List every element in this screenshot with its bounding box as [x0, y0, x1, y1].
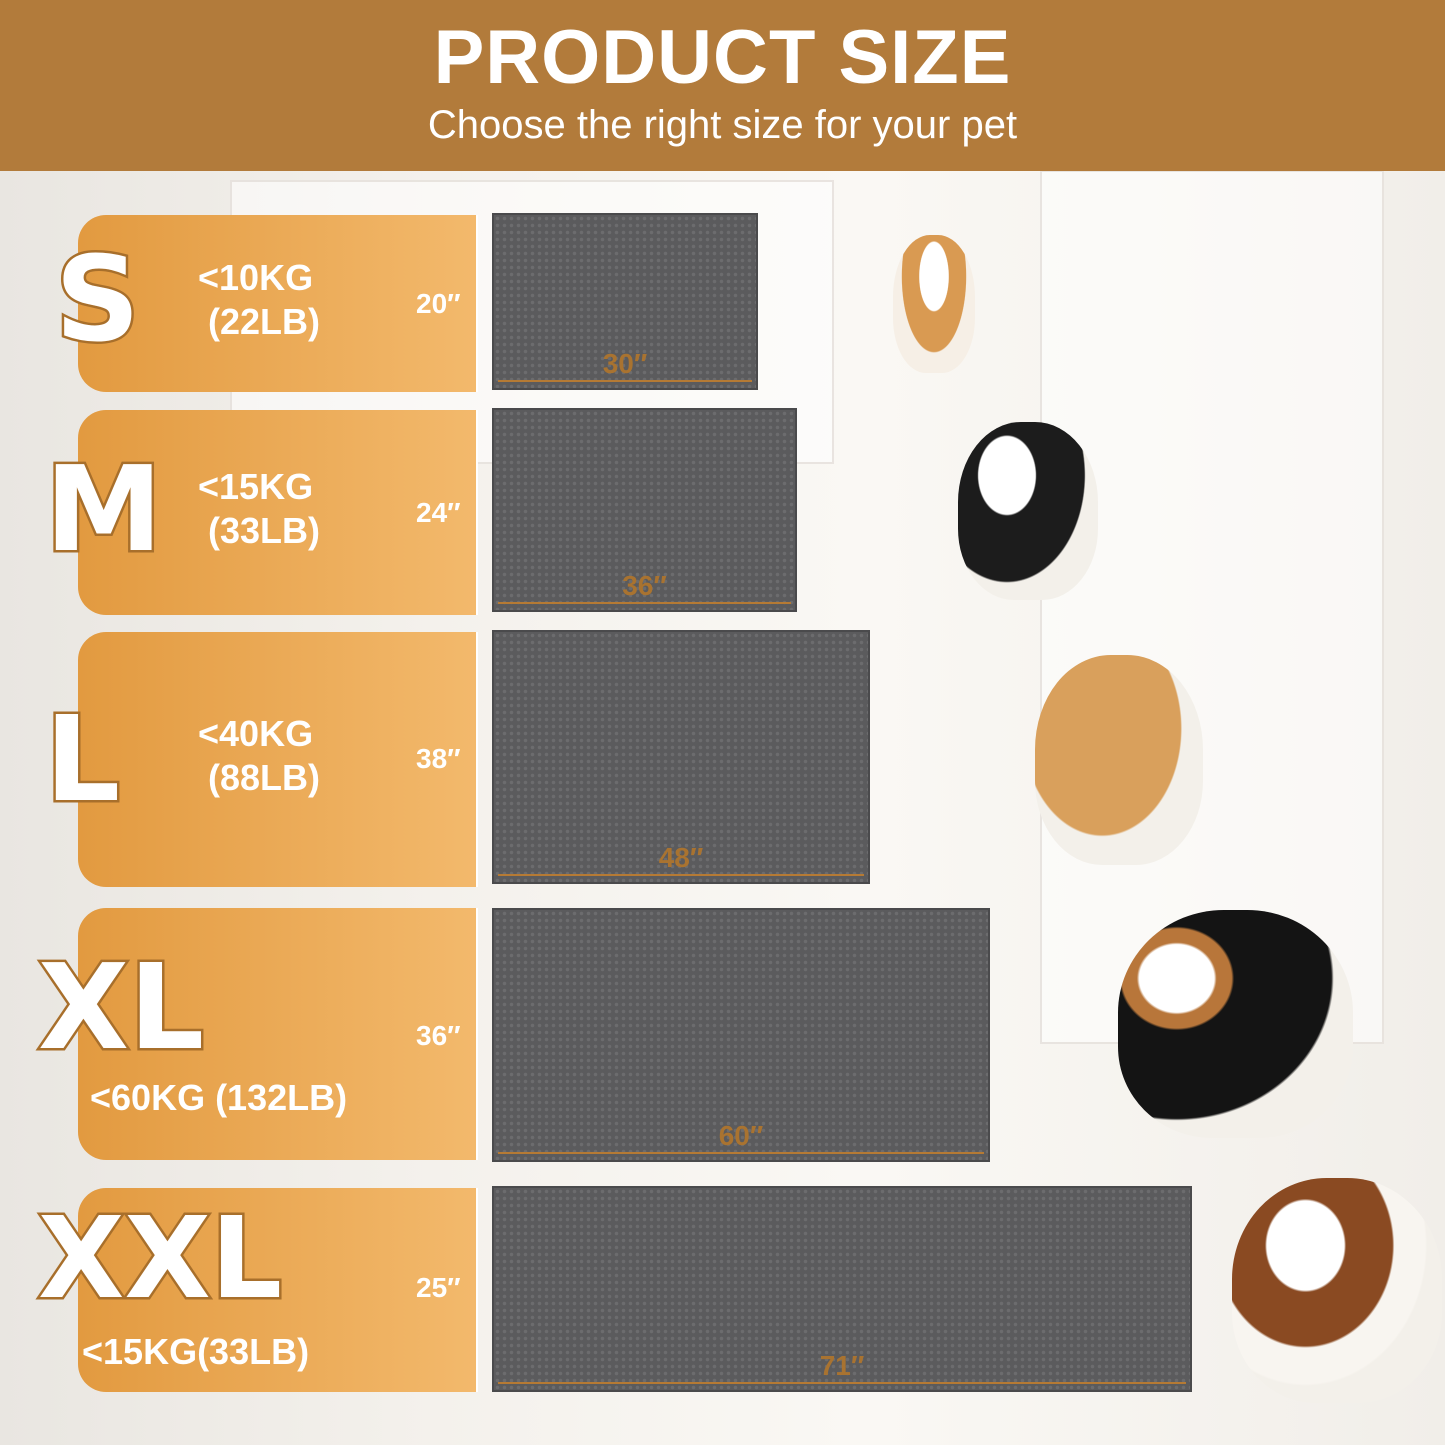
size-letter: XXL — [35, 1194, 284, 1324]
weight-label: <10KG (22LB) — [198, 257, 321, 342]
width-arrow — [498, 602, 791, 604]
dog-image-saint-bernard — [1232, 1178, 1442, 1403]
width-dimension: 71″ — [819, 1350, 865, 1381]
dog-image-border-collie — [958, 422, 1098, 600]
size-panel-m — [78, 410, 476, 615]
width-dimension: 36″ — [622, 570, 667, 601]
dog-image-golden-retriever — [1035, 655, 1203, 865]
mat-m: 36″ — [492, 408, 797, 612]
weight-label: <40KG (88LB) — [198, 713, 321, 798]
height-dimension: 25″ — [416, 1272, 461, 1303]
mat-l: 48″ — [492, 630, 870, 884]
size-letter: S — [53, 230, 143, 368]
height-arrow — [476, 1188, 478, 1392]
size-panel-l — [78, 632, 476, 887]
height-dimension: 38″ — [416, 743, 461, 774]
size-panel-xxl — [78, 1188, 476, 1392]
size-letter: M — [42, 440, 164, 578]
size-letter: XL — [35, 938, 206, 1076]
size-panel-xl — [78, 908, 476, 1160]
size-panel-s — [78, 215, 476, 392]
width-arrow — [498, 874, 864, 876]
weight-label: <15KG(33LB) — [82, 1331, 310, 1372]
size-letter: L — [42, 690, 122, 828]
width-arrow — [498, 1382, 1186, 1384]
height-dimension: 36″ — [416, 1020, 461, 1051]
background-door — [1040, 170, 1384, 1044]
width-dimension: 48″ — [658, 842, 704, 873]
height-arrow — [476, 908, 478, 1160]
page-subtitle: Choose the right size for your pet — [427, 103, 1018, 147]
mat-xxl: 71″ — [492, 1186, 1192, 1392]
weight-label: <15KG (33LB) — [198, 466, 321, 551]
height-dimension: 20″ — [416, 288, 461, 319]
mat-s: 30″ — [492, 213, 758, 390]
height-arrow — [476, 410, 478, 615]
width-arrow — [498, 380, 752, 382]
height-dimension: 24″ — [416, 497, 461, 528]
mat-xl: 60″ — [492, 908, 990, 1162]
width-arrow — [498, 1152, 984, 1154]
height-arrow — [476, 632, 478, 887]
weight-label: <60KG (132LB) — [90, 1077, 348, 1118]
dog-image-bernese — [1118, 910, 1353, 1138]
height-arrow — [476, 215, 478, 392]
width-dimension: 30″ — [602, 348, 648, 379]
header-banner: PRODUCT SIZE Choose the right size for y… — [0, 0, 1445, 171]
page-title: PRODUCT SIZE — [433, 15, 1012, 100]
width-dimension: 60″ — [718, 1120, 764, 1151]
dog-image-corgi — [893, 235, 975, 373]
